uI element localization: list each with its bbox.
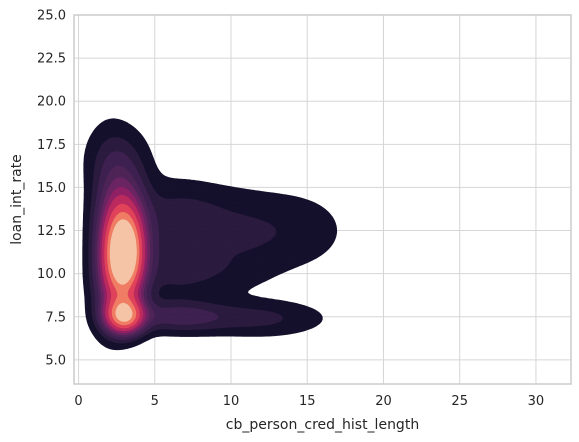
y-tick-label: 7.5 [45,310,66,325]
x-tick-label: 25 [451,394,468,409]
y-tick-label: 12.5 [37,224,66,239]
x-tick-label: 5 [151,394,159,409]
x-tick-label: 15 [299,394,316,409]
x-axis-label: cb_person_cred_hist_length [226,417,419,433]
y-tick-labels: 5.0 7.5 10.0 12.5 15.0 17.5 20.0 22.5 25.0 [37,9,66,369]
density-contours [82,118,338,351]
plot-frame [73,14,572,385]
x-tick-label: 20 [375,394,392,409]
y-tick-label: 17.5 [37,138,66,153]
x-tick-label: 30 [528,394,545,409]
y-tick-label: 5.0 [45,353,66,368]
x-tick-labels: 0 5 10 15 20 25 30 [74,394,544,409]
y-tick-label: 10.0 [37,267,66,282]
y-tick-label: 15.0 [37,181,66,196]
x-tick-label: 10 [223,394,240,409]
x-tick-label: 0 [74,394,82,409]
y-tick-label: 20.0 [37,95,66,110]
density-level-10 [109,219,137,322]
y-tick-label: 25.0 [37,9,66,24]
y-tick-label: 22.5 [37,52,66,67]
y-axis-label: loan_int_rate [9,154,25,245]
